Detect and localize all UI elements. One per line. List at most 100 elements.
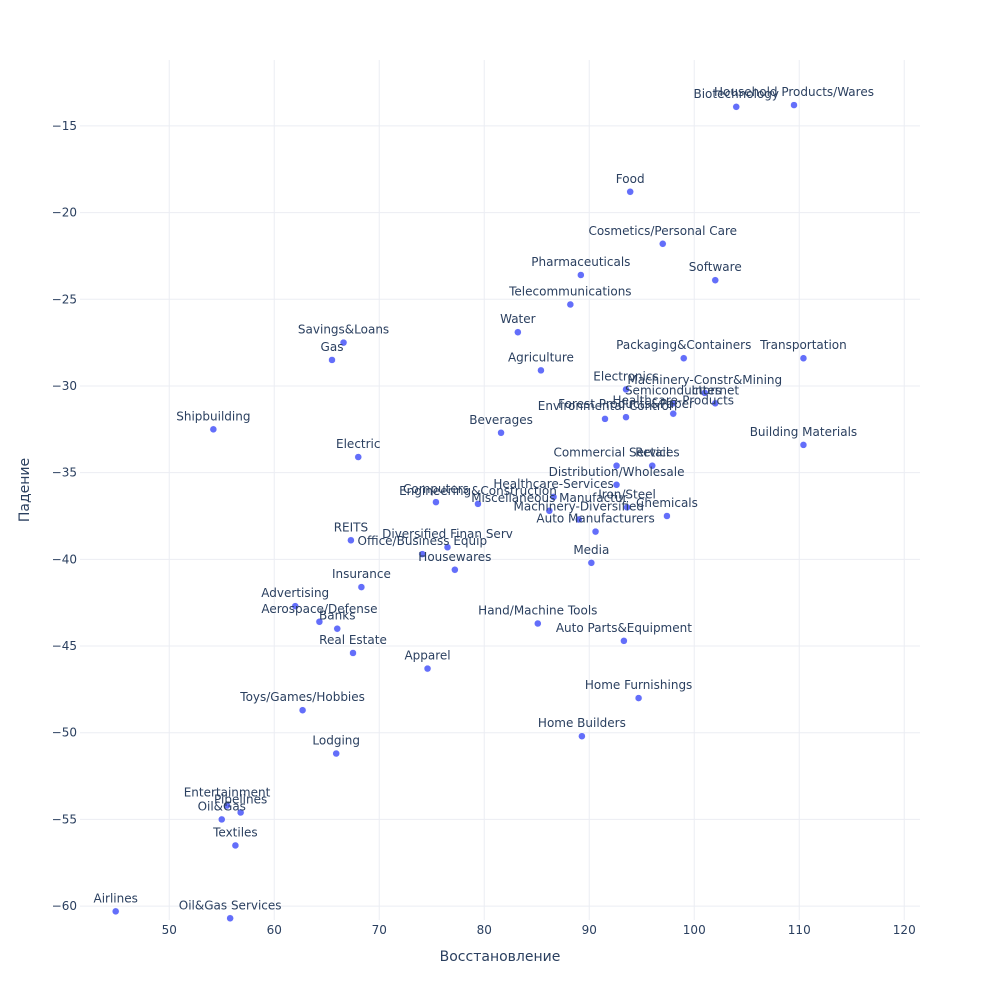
data-point — [332, 749, 340, 758]
data-point — [111, 907, 120, 916]
x-tick-label: 50 — [162, 923, 177, 937]
point-label: Packaging&Containers — [616, 338, 751, 352]
point-label: Water — [500, 312, 536, 326]
point-label: Aerospace/Defense — [261, 602, 377, 616]
y-gridlines — [80, 125, 920, 907]
x-tick-label: 70 — [372, 923, 387, 937]
point-label: Semiconductors — [625, 383, 722, 397]
data-point — [418, 550, 427, 558]
point-label: Home Builders — [538, 716, 626, 730]
point-label: Savings&Loans — [298, 323, 389, 337]
x-tick-label: 110 — [788, 923, 811, 937]
data-point — [612, 481, 621, 489]
data-point — [474, 500, 482, 508]
point-label: Distribution/Wholesale — [549, 465, 685, 479]
point-label: Miscellaneous Manufactur — [471, 491, 627, 505]
y-axis-title: Падение — [17, 458, 33, 522]
point-label: Software — [689, 260, 742, 274]
x-tick-label: 120 — [893, 923, 916, 937]
point-label: Home Furnishings — [585, 678, 692, 692]
data-point — [680, 354, 688, 362]
y-tick-label: −40 — [52, 552, 77, 566]
data-point — [347, 536, 355, 545]
data-point — [578, 732, 586, 740]
point-label: Apparel — [404, 649, 450, 663]
x-axis-title: Восстановление — [440, 949, 561, 965]
data-point — [315, 618, 324, 626]
data-point — [549, 493, 558, 501]
data-point — [357, 583, 366, 591]
data-point — [545, 507, 554, 515]
data-point — [790, 101, 798, 109]
data-point — [711, 276, 719, 284]
data-point — [711, 399, 719, 408]
y-tick-label: −35 — [52, 466, 77, 480]
point-label: Diversified Finan Serv — [382, 527, 513, 541]
y-tick-labels: −15 −20 −25 −30 −35 −40 −45 −50 −55 −60 — [52, 119, 77, 913]
point-label: Pharmaceuticals — [531, 255, 630, 269]
point-label: Toys/Games/Hobbies — [239, 690, 365, 704]
point-label: Gas — [321, 340, 344, 354]
y-tick-label: −15 — [52, 119, 77, 133]
data-point — [575, 515, 583, 524]
y-tick-label: −25 — [52, 292, 77, 306]
data-point — [701, 389, 709, 397]
data-point — [669, 409, 677, 418]
data-point — [648, 461, 656, 470]
data-point — [620, 637, 628, 645]
point-label: Airlines — [94, 891, 138, 905]
data-point — [339, 338, 348, 347]
point-label: Internet — [691, 383, 739, 397]
point-label: Auto Manufacturers — [536, 512, 654, 526]
point-label: Environmental Control — [538, 399, 673, 413]
point-label: Advertising — [261, 586, 329, 600]
y-tick-label: −60 — [52, 899, 77, 913]
data-point — [669, 399, 677, 408]
point-label: Oil&Gas Services — [179, 898, 282, 912]
point-label: Food — [616, 172, 645, 186]
point-label: Office/Business Equip — [358, 534, 488, 548]
point-label: Forest Products&Paper — [558, 397, 694, 411]
data-point — [226, 914, 234, 923]
point-label: Agriculture — [508, 350, 574, 364]
point-label: Oil&Gas — [198, 799, 246, 813]
point-label: Media — [573, 543, 609, 557]
data-point — [534, 619, 542, 628]
data-point — [218, 815, 226, 824]
data-point — [577, 271, 585, 279]
data-point — [537, 366, 545, 375]
point-label: Telecommunications — [508, 284, 631, 298]
point-label: Engineering&Construction — [399, 484, 557, 498]
point-label: Transportation — [759, 338, 847, 352]
data-point — [443, 543, 452, 551]
data-point — [587, 559, 596, 567]
data-point — [566, 300, 575, 309]
data-point — [601, 415, 609, 423]
point-label: Pipelines — [214, 793, 267, 807]
point-label: Electronics — [593, 369, 658, 383]
point-label: Building Materials — [750, 425, 858, 439]
data-point — [612, 461, 621, 470]
point-label: Healthcare-Products — [612, 394, 734, 408]
data-point — [349, 649, 357, 657]
point-label: Biotechnology — [693, 87, 779, 101]
y-tick-label: −55 — [52, 812, 77, 826]
point-label: Insurance — [332, 567, 391, 581]
data-point — [432, 498, 440, 506]
point-label: REITS — [334, 520, 368, 534]
point-label: Iron/Steel — [598, 487, 656, 501]
data-point — [451, 566, 459, 574]
data-point — [497, 429, 505, 437]
data-point — [291, 602, 299, 610]
point-label: Beverages — [469, 413, 533, 427]
data-point — [514, 328, 522, 336]
data-point — [231, 841, 240, 850]
data-point — [634, 694, 643, 702]
point-label: Textiles — [212, 825, 258, 839]
data-point — [663, 512, 671, 520]
point-label: Household Products/Wares — [714, 85, 874, 99]
y-tick-label: −45 — [52, 639, 77, 653]
data-point — [623, 503, 631, 512]
x-tick-label: 90 — [582, 923, 597, 937]
